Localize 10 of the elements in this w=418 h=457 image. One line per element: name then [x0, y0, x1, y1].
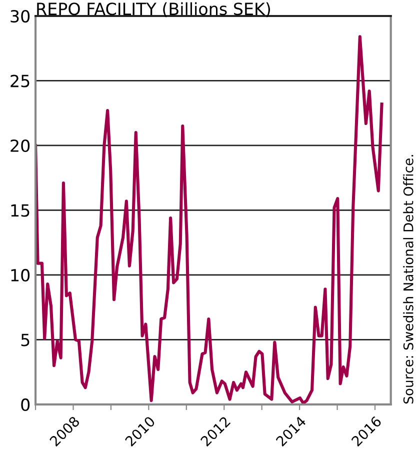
y-tick-label: 20	[10, 139, 30, 152]
y-tick-label: 15	[11, 204, 30, 217]
source-note: Source: Swedish National Debt Office.	[403, 155, 414, 404]
y-tick-label: 0	[21, 398, 30, 412]
y-tick-label: 10	[11, 268, 30, 282]
y-tick-label: 25	[10, 74, 30, 88]
y-tick-label: 30	[10, 10, 30, 23]
chart-title: REPO FACILITY (Billions SEK)	[37, 2, 270, 18]
y-tick-label: 5	[21, 334, 30, 346]
line-series	[36, 35, 384, 404]
